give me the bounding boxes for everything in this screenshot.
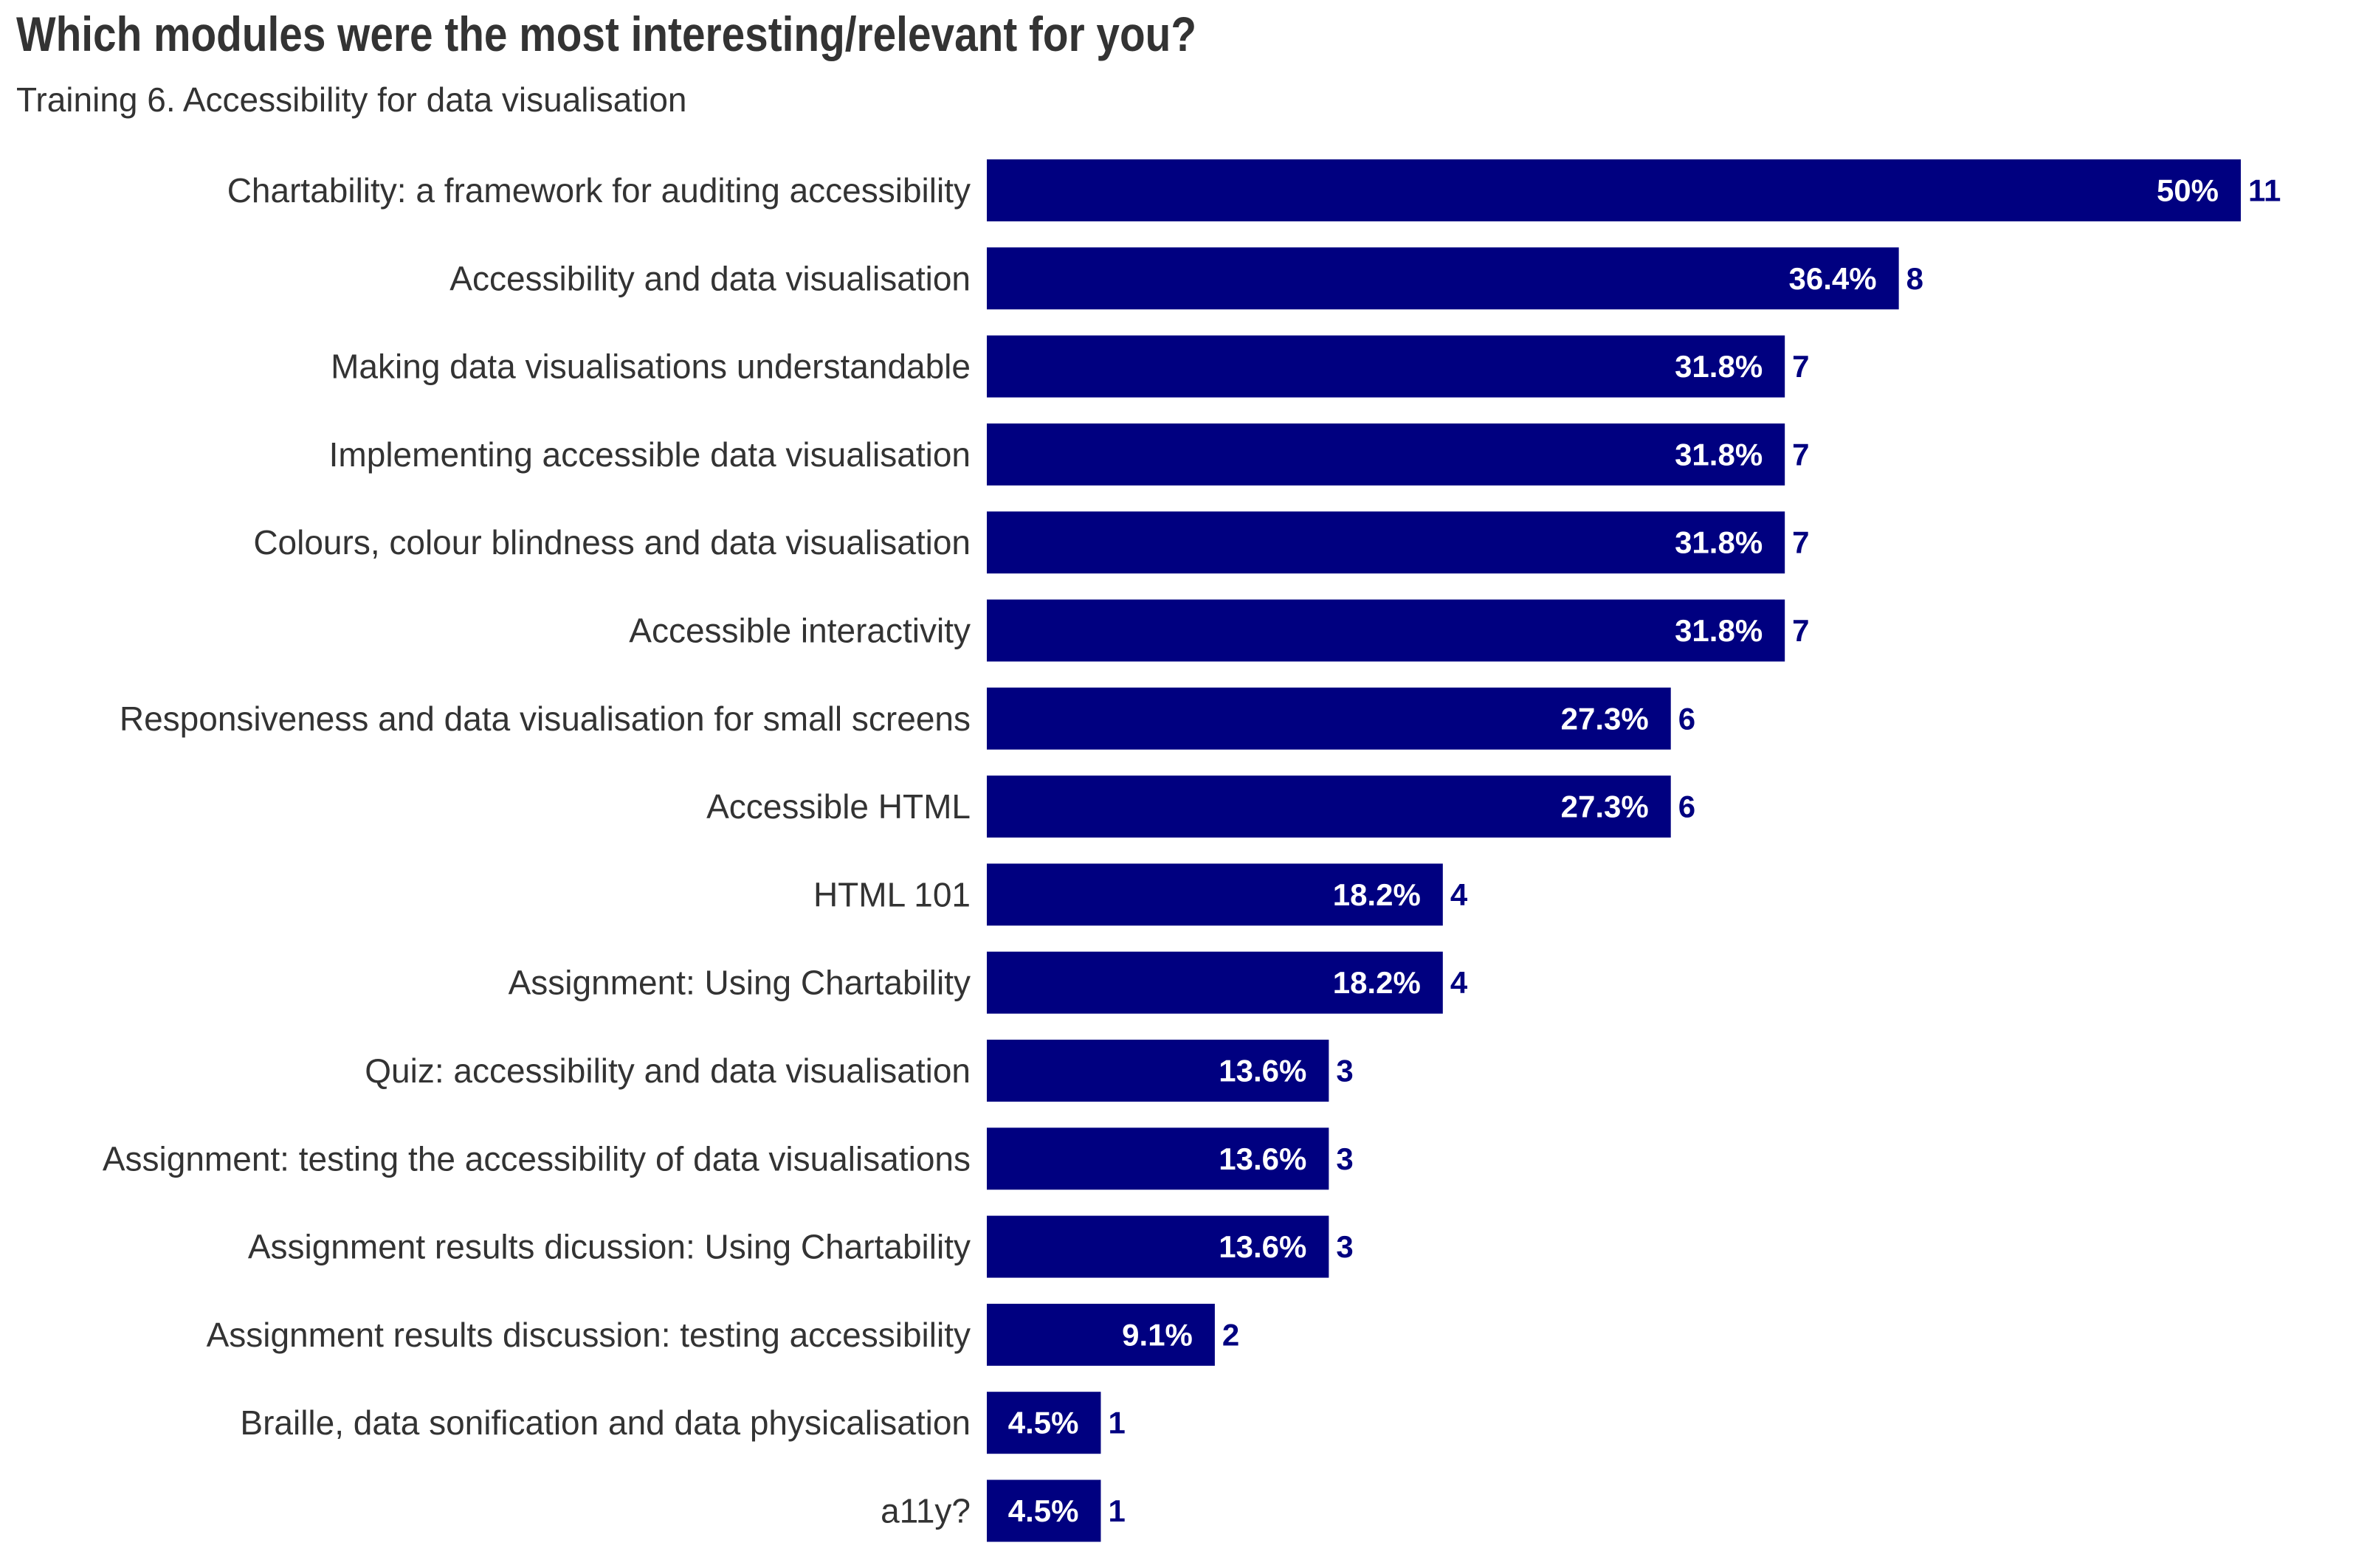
count-label: 6 (1678, 701, 1695, 736)
bar (987, 1392, 1101, 1454)
bar-group: Accessible interactivity 31.8% 7 (629, 599, 1810, 662)
percent-label: 31.8% (1675, 613, 1763, 648)
count-label: 7 (1792, 437, 1809, 472)
bar (987, 599, 1785, 662)
bar-group: Assignment results discussion: testing a… (207, 1303, 1239, 1366)
percent-label: 9.1% (1122, 1317, 1193, 1352)
bar (987, 951, 1443, 1014)
category-label: Assignment: testing the accessibility of… (103, 1139, 971, 1178)
bar-group: Braille, data sonification and data phys… (240, 1392, 1126, 1454)
bar (987, 687, 1671, 750)
category-label: Assignment: Using Chartability (509, 964, 971, 1002)
category-label: Colours, colour blindness and data visua… (253, 523, 971, 562)
percent-label: 31.8% (1675, 525, 1763, 560)
count-label: 7 (1792, 613, 1809, 648)
category-label: Accessible interactivity (629, 612, 971, 650)
count-label: 6 (1678, 790, 1695, 824)
percent-label: 13.6% (1219, 1229, 1306, 1264)
bar (987, 1215, 1329, 1278)
count-label: 4 (1450, 965, 1468, 1000)
bar (987, 335, 1785, 398)
bar-group: Quiz: accessibility and data visualisati… (365, 1040, 1354, 1102)
bar-group: Assignment results dicussion: Using Char… (248, 1215, 1354, 1278)
category-label: Assignment results dicussion: Using Char… (248, 1228, 971, 1266)
bar-group: Chartability: a framework for auditing a… (227, 159, 2281, 221)
bar-group: Assignment: testing the accessibility of… (103, 1127, 1354, 1190)
percent-label: 27.3% (1561, 701, 1649, 736)
percent-label: 13.6% (1219, 1142, 1306, 1176)
percent-label: 27.3% (1561, 790, 1649, 824)
count-label: 2 (1222, 1317, 1239, 1352)
bar-group: Accessible HTML 27.3% 6 (706, 776, 1695, 838)
count-label: 4 (1450, 877, 1468, 912)
chart-subtitle: Training 6. Accessibility for data visua… (16, 80, 687, 119)
count-label: 7 (1792, 525, 1809, 560)
category-label: Braille, data sonification and data phys… (240, 1403, 971, 1442)
bar (987, 1303, 1215, 1366)
category-label: Chartability: a framework for auditing a… (227, 171, 971, 210)
chart-title: Which modules were the most interesting/… (16, 7, 1197, 61)
bar (987, 1479, 1101, 1542)
bar-group: Making data visualisations understandabl… (331, 335, 1810, 398)
bar-group: Implementing accessible data visualisati… (329, 423, 1810, 486)
count-label: 7 (1792, 349, 1809, 384)
percent-label: 31.8% (1675, 349, 1763, 384)
bar (987, 159, 2241, 221)
bar (987, 863, 1443, 926)
bar (987, 511, 1785, 574)
category-label: Implementing accessible data visualisati… (329, 435, 971, 474)
percent-label: 4.5% (1008, 1493, 1079, 1528)
bar-group: Responsiveness and data visualisation fo… (120, 687, 1695, 750)
category-label: Assignment results discussion: testing a… (207, 1316, 971, 1354)
bar-group: HTML 101 18.2% 4 (813, 863, 1468, 926)
category-label: Quiz: accessibility and data visualisati… (365, 1051, 971, 1090)
bar (987, 1040, 1329, 1102)
category-label: Responsiveness and data visualisation fo… (120, 700, 971, 738)
category-label: Accessible HTML (706, 787, 971, 826)
count-label: 8 (1906, 261, 1923, 296)
bar-group: a11y? 4.5% 1 (881, 1479, 1126, 1542)
percent-label: 18.2% (1333, 965, 1421, 1000)
count-label: 3 (1336, 1142, 1353, 1176)
category-label: Making data visualisations understandabl… (331, 348, 971, 386)
bar-group: Assignment: Using Chartability 18.2% 4 (509, 951, 1468, 1014)
bar (987, 1127, 1329, 1190)
count-label: 1 (1108, 1406, 1125, 1440)
percent-label: 13.6% (1219, 1054, 1306, 1088)
count-label: 11 (2248, 173, 2281, 208)
count-label: 3 (1336, 1054, 1353, 1088)
percent-label: 31.8% (1675, 437, 1763, 472)
category-label: a11y? (881, 1492, 971, 1530)
bar-group: Colours, colour blindness and data visua… (253, 511, 1810, 574)
percent-label: 36.4% (1789, 261, 1877, 296)
percent-label: 4.5% (1008, 1406, 1079, 1440)
category-label: HTML 101 (813, 875, 971, 913)
percent-label: 18.2% (1333, 877, 1421, 912)
bar-group: Accessibility and data visualisation 36.4… (449, 247, 1923, 310)
percent-label: 50% (2157, 173, 2219, 208)
count-label: 1 (1108, 1493, 1125, 1528)
category-label: Accessibility and data visualisation (449, 259, 971, 297)
count-label: 3 (1336, 1229, 1353, 1264)
bar (987, 776, 1671, 838)
bar (987, 247, 1899, 310)
bar (987, 423, 1785, 486)
